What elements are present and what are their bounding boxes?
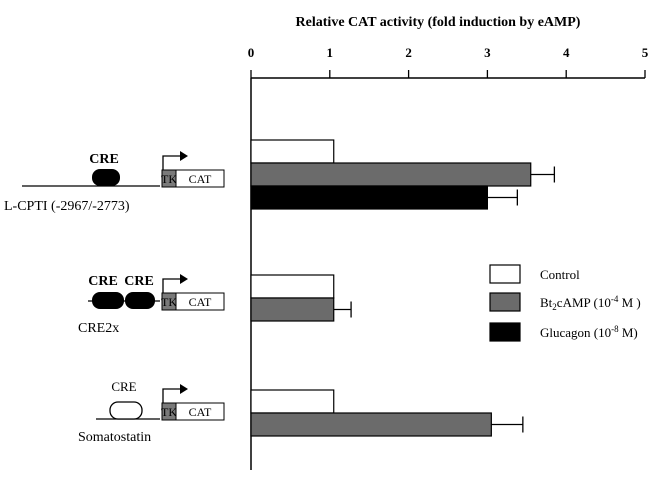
tk-label: TK	[161, 172, 177, 186]
cat-label: CAT	[189, 405, 212, 419]
legend-label-glucagon: Glucagon (10-8 M)	[540, 324, 638, 340]
legend-label-bt2camp: Bt2cAMP (10-4 M )	[540, 294, 641, 312]
tk-label: TK	[161, 405, 177, 419]
construct-name: Somatostatin	[78, 430, 151, 445]
x-tick-label: 0	[248, 45, 255, 60]
cat-label: CAT	[189, 172, 212, 186]
bar	[250, 274, 335, 299]
tk-label: TK	[161, 295, 177, 309]
arrow-head	[180, 151, 188, 161]
arrow-head	[180, 384, 188, 394]
bar	[250, 297, 335, 322]
legend-swatch-bt2camp	[489, 292, 521, 312]
cre-label-1: CRE	[88, 274, 118, 289]
x-tick-label: 3	[484, 45, 491, 60]
cre-label: CRE	[111, 379, 136, 394]
chart-title: Relative CAT activity (fold induction by…	[296, 15, 581, 30]
bar	[250, 185, 488, 210]
construct-lcpti: CRE TK CAT L-CPTI (-2967/-2773)	[4, 151, 225, 214]
legend-swatch-control	[489, 264, 521, 284]
transcription-arrow	[162, 155, 180, 170]
bar	[250, 389, 335, 414]
bar	[250, 162, 532, 187]
bar	[250, 139, 335, 164]
transcription-arrow	[162, 388, 180, 403]
cre-element-open	[109, 401, 143, 420]
transcription-arrow	[162, 278, 180, 293]
bar	[250, 412, 492, 437]
x-tick-label: 4	[563, 45, 570, 60]
x-tick-label: 2	[405, 45, 412, 60]
cat-label: CAT	[189, 295, 212, 309]
arrow-head	[180, 274, 188, 284]
cat-box	[175, 169, 225, 188]
bars-group	[250, 139, 556, 437]
cre-label: CRE	[89, 152, 119, 167]
cre-element-filled	[92, 292, 124, 309]
x-tick-label: 5	[642, 45, 649, 60]
cre-element-filled	[92, 169, 120, 186]
construct-name: L-CPTI (-2967/-2773)	[4, 199, 130, 214]
construct-cre2x: CRE CRE TK CAT CRE2x	[78, 274, 225, 336]
legend-swatch-glucagon	[489, 322, 521, 342]
legend-label-control: Control	[540, 267, 580, 282]
legend: Control Bt2cAMP (10-4 M ) Glucagon (10-8…	[489, 264, 641, 342]
construct-somatostatin: CRE TK CAT Somatostatin	[78, 379, 225, 445]
x-tick-label: 1	[327, 45, 334, 60]
cre-label-2: CRE	[124, 274, 154, 289]
cat-box	[175, 292, 225, 311]
construct-name: CRE2x	[78, 321, 119, 336]
cre-element-filled	[125, 292, 155, 309]
cat-box	[175, 402, 225, 421]
